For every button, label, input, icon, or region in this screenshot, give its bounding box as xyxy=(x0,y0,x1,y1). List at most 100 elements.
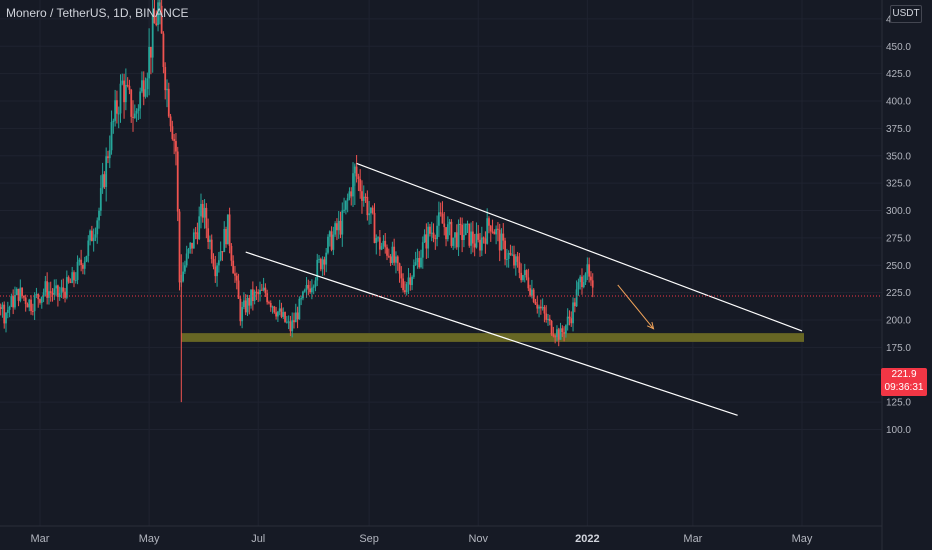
candle-body xyxy=(570,318,573,324)
candle-body xyxy=(310,287,313,293)
candle-body xyxy=(110,122,113,151)
y-tick-label: 400.0 xyxy=(886,97,911,108)
candle-body xyxy=(185,253,188,266)
candle-body xyxy=(126,84,129,86)
candle-body xyxy=(319,258,322,270)
candle-body xyxy=(364,196,367,198)
candle-body xyxy=(446,224,449,240)
candle-body xyxy=(452,237,455,246)
candle-body xyxy=(454,232,456,238)
candle-body xyxy=(473,243,476,248)
candle-body xyxy=(83,261,86,269)
candle-body xyxy=(65,277,68,298)
candle-body xyxy=(205,207,208,229)
candle-body xyxy=(69,281,72,283)
candle-body xyxy=(101,174,104,189)
candle-body xyxy=(187,249,190,254)
candle-body xyxy=(87,240,90,256)
candle-body xyxy=(568,316,571,319)
candle-body xyxy=(139,91,142,109)
candle-body xyxy=(373,212,376,243)
candle-body xyxy=(461,224,464,241)
candle-body xyxy=(538,306,540,309)
candle-body xyxy=(56,285,59,298)
candle-body xyxy=(44,281,47,293)
candle-body xyxy=(17,288,20,301)
candle-body xyxy=(425,234,428,249)
candle-body xyxy=(137,108,140,111)
candle-body xyxy=(389,256,392,263)
candle-body xyxy=(484,238,487,244)
symbol-title[interactable]: Monero / TetherUS, 1D, BINANCE xyxy=(6,6,189,20)
candle-body xyxy=(581,276,583,288)
candle-body xyxy=(203,207,206,218)
candle-body xyxy=(504,240,506,260)
candle-body xyxy=(19,287,22,301)
candle-body xyxy=(375,237,378,243)
candle-body xyxy=(566,316,569,326)
y-tick-label: 250.0 xyxy=(886,261,911,272)
candle-body xyxy=(407,277,410,284)
candle-body xyxy=(30,299,32,311)
candle-body xyxy=(531,289,533,296)
candle-body xyxy=(194,232,197,234)
y-tick-label: 450.0 xyxy=(886,42,911,53)
candle-body xyxy=(289,321,292,332)
candle-body xyxy=(427,226,430,249)
candle-body xyxy=(35,294,38,296)
candle-body xyxy=(575,289,578,307)
candle-body xyxy=(529,288,532,296)
candle-body xyxy=(135,110,138,114)
candle-body xyxy=(216,265,218,277)
candles xyxy=(0,0,594,403)
currency-button[interactable]: USDT xyxy=(890,5,922,23)
candle-body xyxy=(133,113,136,118)
upper-trendline xyxy=(356,162,803,332)
candle-body xyxy=(321,259,324,270)
candle-body xyxy=(545,313,548,320)
candle-body xyxy=(232,260,235,274)
candle-body xyxy=(432,232,435,238)
arrow-line xyxy=(617,284,654,330)
candle-body xyxy=(144,89,147,97)
candle-body xyxy=(416,258,419,263)
candle-body xyxy=(212,259,215,267)
candle-body xyxy=(404,290,406,293)
x-tick-label: Sep xyxy=(359,533,379,545)
candle-body xyxy=(235,275,238,281)
candle-body xyxy=(491,231,494,233)
x-tick-label: May xyxy=(792,533,813,545)
candle-body xyxy=(219,251,222,261)
candle-body xyxy=(121,80,124,84)
candle-body xyxy=(386,247,388,256)
candle-body xyxy=(94,234,97,238)
candle-body xyxy=(443,223,446,228)
candle-body xyxy=(463,234,465,241)
candle-body xyxy=(48,291,50,298)
candle-body xyxy=(511,254,514,256)
candle-body xyxy=(466,223,469,225)
candle-body xyxy=(278,308,281,312)
x-tick-label: May xyxy=(139,533,160,545)
candle-body xyxy=(262,287,265,291)
candle-body xyxy=(516,256,519,262)
candle-body xyxy=(82,265,84,269)
time-axis[interactable]: Mar May Jul Sep Nov 2022 Mar May xyxy=(31,533,813,545)
candle-body xyxy=(500,233,503,251)
candle-body xyxy=(393,246,396,263)
candle-body xyxy=(107,156,109,159)
candle-body xyxy=(527,277,530,289)
candle-body xyxy=(191,242,193,249)
candle-body xyxy=(291,320,294,332)
candle-body xyxy=(266,293,269,303)
y-tick-label: 125.0 xyxy=(886,398,911,409)
candle-body xyxy=(445,227,447,240)
candle-body xyxy=(257,292,260,295)
candle-body xyxy=(563,332,565,334)
countdown-label: 09:36:31 xyxy=(884,382,924,393)
candle-body xyxy=(214,266,217,277)
x-tick-label: Nov xyxy=(468,533,488,545)
candle-body xyxy=(49,291,52,293)
